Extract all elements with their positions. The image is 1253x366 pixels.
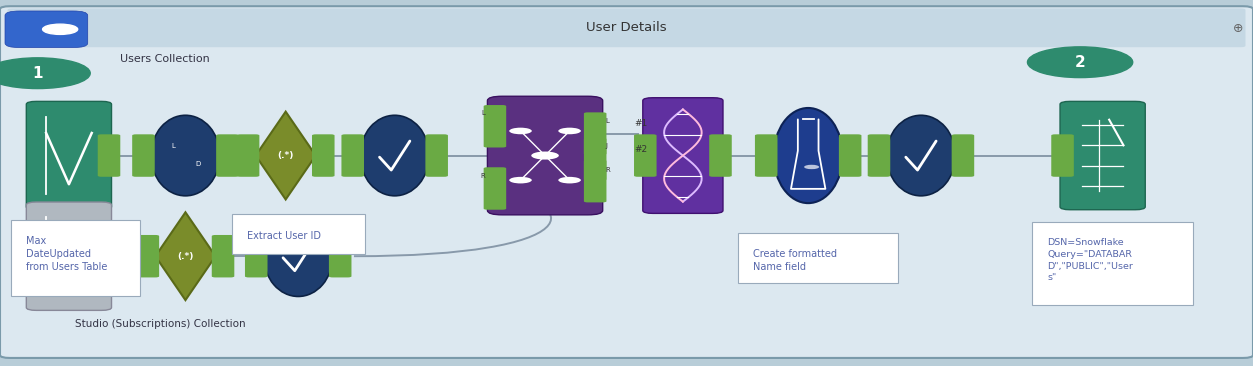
FancyBboxPatch shape bbox=[312, 134, 335, 177]
FancyBboxPatch shape bbox=[1032, 222, 1193, 305]
Text: DSN=Snowflake
Query="DATABAR
D","PUBLIC","User
s": DSN=Snowflake Query="DATABAR D","PUBLIC"… bbox=[1048, 238, 1134, 282]
FancyBboxPatch shape bbox=[840, 134, 862, 177]
Text: 2: 2 bbox=[1075, 55, 1085, 70]
FancyBboxPatch shape bbox=[216, 134, 239, 177]
Text: (.*): (.*) bbox=[177, 252, 194, 261]
FancyBboxPatch shape bbox=[244, 235, 268, 277]
FancyBboxPatch shape bbox=[1051, 134, 1074, 177]
Ellipse shape bbox=[774, 108, 843, 203]
FancyBboxPatch shape bbox=[584, 112, 606, 155]
Circle shape bbox=[531, 152, 559, 160]
Text: (.*): (.*) bbox=[277, 151, 294, 160]
Polygon shape bbox=[155, 212, 216, 300]
Circle shape bbox=[559, 177, 581, 183]
FancyBboxPatch shape bbox=[341, 134, 363, 177]
FancyBboxPatch shape bbox=[98, 134, 120, 177]
FancyBboxPatch shape bbox=[26, 202, 112, 310]
Text: ⊕: ⊕ bbox=[1233, 22, 1243, 35]
FancyBboxPatch shape bbox=[10, 220, 140, 296]
Ellipse shape bbox=[361, 115, 429, 196]
Text: R: R bbox=[480, 172, 485, 179]
FancyBboxPatch shape bbox=[212, 235, 234, 277]
FancyBboxPatch shape bbox=[484, 105, 506, 147]
Text: Max
DateUpdated
from Users Table: Max DateUpdated from Users Table bbox=[25, 236, 107, 272]
FancyBboxPatch shape bbox=[328, 235, 352, 277]
FancyBboxPatch shape bbox=[137, 235, 159, 277]
FancyBboxPatch shape bbox=[754, 134, 777, 177]
Text: L: L bbox=[481, 110, 485, 116]
FancyBboxPatch shape bbox=[738, 233, 898, 283]
Text: Studio (Subscriptions) Collection: Studio (Subscriptions) Collection bbox=[75, 319, 246, 329]
FancyBboxPatch shape bbox=[0, 6, 1253, 358]
Text: #1: #1 bbox=[634, 119, 648, 128]
Text: D: D bbox=[195, 161, 200, 167]
Text: Extract User ID: Extract User ID bbox=[247, 231, 321, 240]
Circle shape bbox=[804, 165, 819, 169]
FancyBboxPatch shape bbox=[584, 160, 606, 202]
Text: J: J bbox=[605, 143, 608, 149]
Text: R: R bbox=[605, 167, 610, 173]
Text: Create formatted
Name field: Create formatted Name field bbox=[753, 249, 837, 272]
Ellipse shape bbox=[263, 216, 333, 296]
FancyBboxPatch shape bbox=[232, 214, 365, 254]
FancyBboxPatch shape bbox=[709, 134, 732, 177]
Circle shape bbox=[0, 58, 90, 89]
FancyBboxPatch shape bbox=[867, 134, 891, 177]
Ellipse shape bbox=[150, 115, 221, 196]
FancyBboxPatch shape bbox=[426, 134, 449, 177]
Text: #2: #2 bbox=[634, 145, 647, 154]
FancyBboxPatch shape bbox=[484, 167, 506, 210]
FancyBboxPatch shape bbox=[98, 235, 120, 277]
Polygon shape bbox=[256, 112, 316, 199]
Circle shape bbox=[559, 128, 581, 134]
Circle shape bbox=[1027, 47, 1133, 78]
FancyBboxPatch shape bbox=[5, 11, 88, 48]
FancyBboxPatch shape bbox=[584, 138, 606, 180]
Circle shape bbox=[509, 177, 531, 183]
FancyBboxPatch shape bbox=[1060, 101, 1145, 210]
Circle shape bbox=[509, 128, 531, 134]
FancyBboxPatch shape bbox=[133, 134, 155, 177]
Circle shape bbox=[43, 24, 78, 34]
Text: L: L bbox=[172, 143, 175, 149]
Text: User Details: User Details bbox=[586, 21, 667, 34]
Ellipse shape bbox=[887, 115, 955, 196]
FancyBboxPatch shape bbox=[8, 8, 1245, 47]
FancyBboxPatch shape bbox=[952, 134, 975, 177]
FancyBboxPatch shape bbox=[26, 101, 112, 210]
Text: L: L bbox=[605, 117, 609, 124]
Text: Users Collection: Users Collection bbox=[120, 53, 211, 64]
FancyBboxPatch shape bbox=[487, 96, 603, 215]
FancyBboxPatch shape bbox=[634, 134, 657, 177]
FancyBboxPatch shape bbox=[643, 98, 723, 213]
Text: 1: 1 bbox=[33, 66, 43, 81]
FancyBboxPatch shape bbox=[237, 134, 259, 177]
